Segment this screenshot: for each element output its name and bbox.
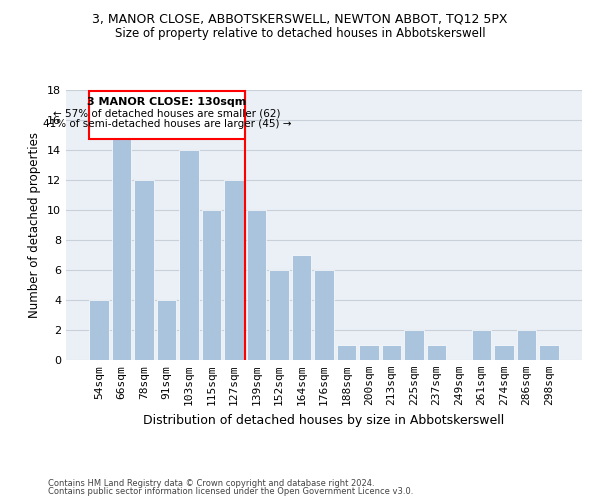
- Text: 3 MANOR CLOSE: 130sqm: 3 MANOR CLOSE: 130sqm: [88, 97, 247, 107]
- Y-axis label: Number of detached properties: Number of detached properties: [28, 132, 41, 318]
- Text: 41% of semi-detached houses are larger (45) →: 41% of semi-detached houses are larger (…: [43, 119, 292, 129]
- Text: ← 57% of detached houses are smaller (62): ← 57% of detached houses are smaller (62…: [53, 108, 281, 118]
- Text: 3, MANOR CLOSE, ABBOTSKERSWELL, NEWTON ABBOT, TQ12 5PX: 3, MANOR CLOSE, ABBOTSKERSWELL, NEWTON A…: [92, 12, 508, 26]
- Text: Size of property relative to detached houses in Abbotskerswell: Size of property relative to detached ho…: [115, 28, 485, 40]
- Bar: [292, 255, 311, 360]
- Bar: [472, 330, 491, 360]
- Bar: [404, 330, 424, 360]
- Bar: [89, 91, 245, 138]
- Bar: [179, 150, 199, 360]
- Bar: [359, 345, 379, 360]
- Text: Contains HM Land Registry data © Crown copyright and database right 2024.: Contains HM Land Registry data © Crown c…: [48, 478, 374, 488]
- Bar: [427, 345, 446, 360]
- Bar: [247, 210, 266, 360]
- Bar: [337, 345, 356, 360]
- Bar: [202, 210, 221, 360]
- Bar: [539, 345, 559, 360]
- Bar: [314, 270, 334, 360]
- Bar: [157, 300, 176, 360]
- Bar: [224, 180, 244, 360]
- Text: Contains public sector information licensed under the Open Government Licence v3: Contains public sector information licen…: [48, 488, 413, 496]
- Bar: [269, 270, 289, 360]
- Bar: [89, 300, 109, 360]
- Bar: [382, 345, 401, 360]
- Bar: [517, 330, 536, 360]
- Bar: [134, 180, 154, 360]
- Bar: [112, 135, 131, 360]
- Bar: [494, 345, 514, 360]
- X-axis label: Distribution of detached houses by size in Abbotskerswell: Distribution of detached houses by size …: [143, 414, 505, 426]
